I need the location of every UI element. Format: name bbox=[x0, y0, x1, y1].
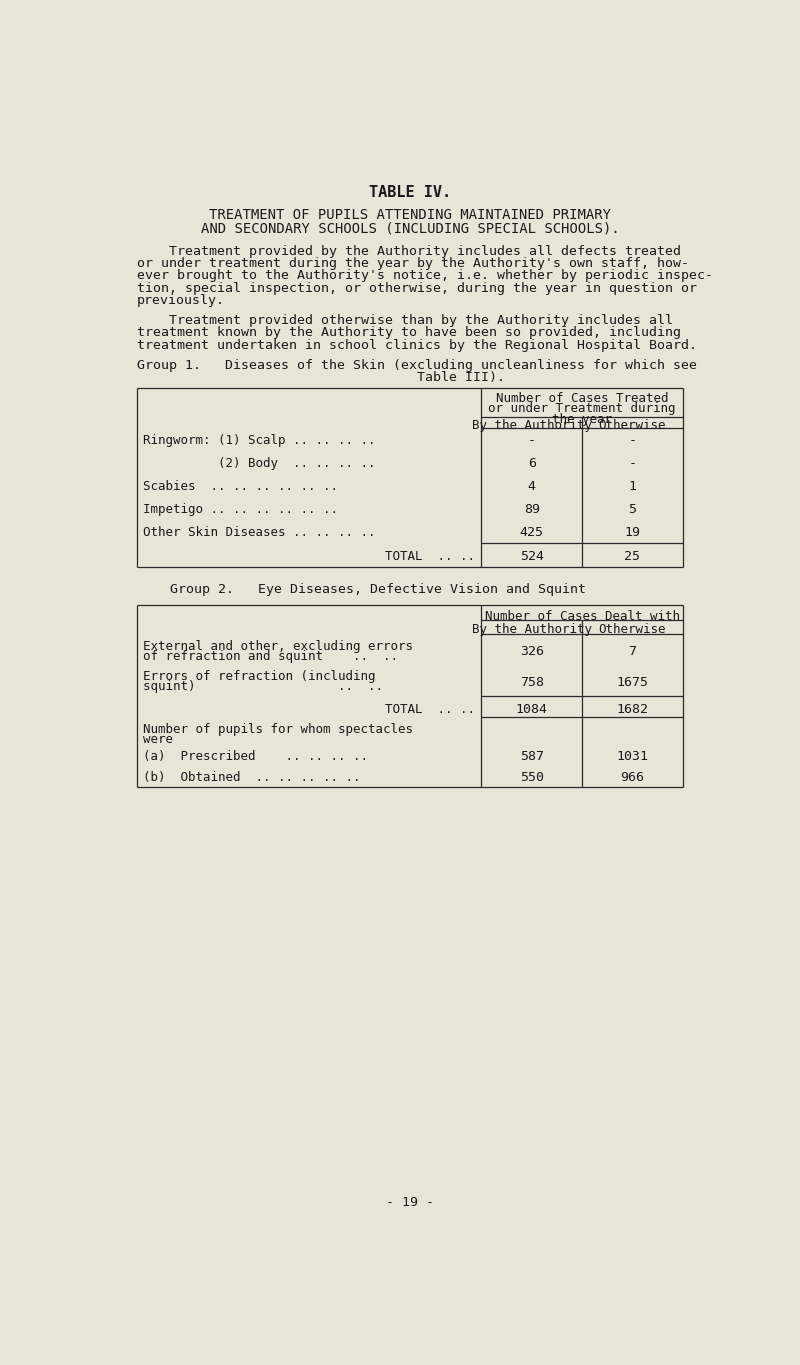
Text: 587: 587 bbox=[520, 749, 544, 763]
Text: Otherwise: Otherwise bbox=[598, 622, 666, 636]
Text: - 19 -: - 19 - bbox=[386, 1196, 434, 1208]
Text: treatment undertaken in school clinics by the Regional Hospital Board.: treatment undertaken in school clinics b… bbox=[138, 339, 698, 352]
Text: -: - bbox=[629, 457, 637, 470]
Text: previously.: previously. bbox=[138, 293, 226, 307]
Text: TABLE IV.: TABLE IV. bbox=[369, 186, 451, 201]
Text: AND SECONDARY SCHOOLS (INCLUDING SPECIAL SCHOOLS).: AND SECONDARY SCHOOLS (INCLUDING SPECIAL… bbox=[201, 221, 619, 236]
Text: Group 1.   Diseases of the Skin (excluding uncleanliness for which see: Group 1. Diseases of the Skin (excluding… bbox=[138, 359, 698, 371]
Text: 550: 550 bbox=[520, 771, 544, 785]
Text: Treatment provided otherwise than by the Authority includes all: Treatment provided otherwise than by the… bbox=[138, 314, 674, 328]
Text: 19: 19 bbox=[625, 527, 641, 539]
Text: Otherwise: Otherwise bbox=[598, 419, 666, 433]
Text: (2) Body  .. .. .. ..: (2) Body .. .. .. .. bbox=[143, 457, 376, 470]
Text: 25: 25 bbox=[625, 550, 641, 562]
Text: of refraction and squint    ..  ..: of refraction and squint .. .. bbox=[143, 650, 398, 662]
Text: Number of Cases Dealt with: Number of Cases Dealt with bbox=[485, 610, 679, 622]
Text: 758: 758 bbox=[520, 676, 544, 689]
Text: squint)                   ..  ..: squint) .. .. bbox=[143, 681, 383, 693]
Text: (a)  Prescribed    .. .. .. ..: (a) Prescribed .. .. .. .. bbox=[143, 749, 368, 763]
Text: Impetigo .. .. .. .. .. ..: Impetigo .. .. .. .. .. .. bbox=[143, 504, 338, 516]
Text: Number of Cases Treated: Number of Cases Treated bbox=[496, 393, 668, 405]
Text: 1675: 1675 bbox=[617, 676, 649, 689]
Text: By the Authority: By the Authority bbox=[472, 622, 592, 636]
Text: Group 2.   Eye Diseases, Defective Vision and Squint: Group 2. Eye Diseases, Defective Vision … bbox=[170, 583, 586, 597]
Text: 1031: 1031 bbox=[617, 749, 649, 763]
Text: Other Skin Diseases .. .. .. ..: Other Skin Diseases .. .. .. .. bbox=[143, 527, 376, 539]
Text: 89: 89 bbox=[524, 504, 540, 516]
Text: -: - bbox=[528, 434, 536, 448]
Text: Number of pupils for whom spectacles: Number of pupils for whom spectacles bbox=[143, 723, 414, 736]
Text: or under Treatment during: or under Treatment during bbox=[488, 403, 676, 415]
Text: 425: 425 bbox=[520, 527, 544, 539]
Text: TOTAL  .. ..: TOTAL .. .. bbox=[385, 550, 475, 562]
Text: (b)  Obtained  .. .. .. .. ..: (b) Obtained .. .. .. .. .. bbox=[143, 771, 361, 785]
Text: External and other, excluding errors: External and other, excluding errors bbox=[143, 640, 414, 652]
Text: 1084: 1084 bbox=[516, 703, 548, 715]
Text: Table III).: Table III). bbox=[138, 371, 506, 384]
Text: -: - bbox=[629, 434, 637, 448]
Text: 524: 524 bbox=[520, 550, 544, 562]
Text: Errors of refraction (including: Errors of refraction (including bbox=[143, 670, 376, 684]
Text: Scabies  .. .. .. .. .. ..: Scabies .. .. .. .. .. .. bbox=[143, 480, 338, 493]
Text: Ringworm: (1) Scalp .. .. .. ..: Ringworm: (1) Scalp .. .. .. .. bbox=[143, 434, 376, 448]
Text: 4: 4 bbox=[528, 480, 536, 493]
Text: 6: 6 bbox=[528, 457, 536, 470]
Text: or under treatment during the year by the Authority's own staff, how-: or under treatment during the year by th… bbox=[138, 257, 690, 270]
Text: treatment known by the Authority to have been so provided, including: treatment known by the Authority to have… bbox=[138, 326, 682, 340]
Text: Treatment provided by the Authority includes all defects treated: Treatment provided by the Authority incl… bbox=[138, 244, 682, 258]
Text: were: were bbox=[143, 733, 174, 745]
Text: 1682: 1682 bbox=[617, 703, 649, 715]
Text: 966: 966 bbox=[621, 771, 645, 785]
Text: 7: 7 bbox=[629, 646, 637, 658]
Text: By the Authority: By the Authority bbox=[472, 419, 592, 433]
Text: TREATMENT OF PUPILS ATTENDING MAINTAINED PRIMARY: TREATMENT OF PUPILS ATTENDING MAINTAINED… bbox=[209, 209, 611, 222]
Text: 5: 5 bbox=[629, 504, 637, 516]
Text: the year: the year bbox=[552, 412, 612, 426]
Text: tion, special inspection, or otherwise, during the year in question or: tion, special inspection, or otherwise, … bbox=[138, 281, 698, 295]
Text: TOTAL  .. ..: TOTAL .. .. bbox=[385, 703, 475, 715]
Text: 326: 326 bbox=[520, 646, 544, 658]
Text: ever brought to the Authority's notice, i.e. whether by periodic inspec-: ever brought to the Authority's notice, … bbox=[138, 269, 714, 283]
Text: 1: 1 bbox=[629, 480, 637, 493]
